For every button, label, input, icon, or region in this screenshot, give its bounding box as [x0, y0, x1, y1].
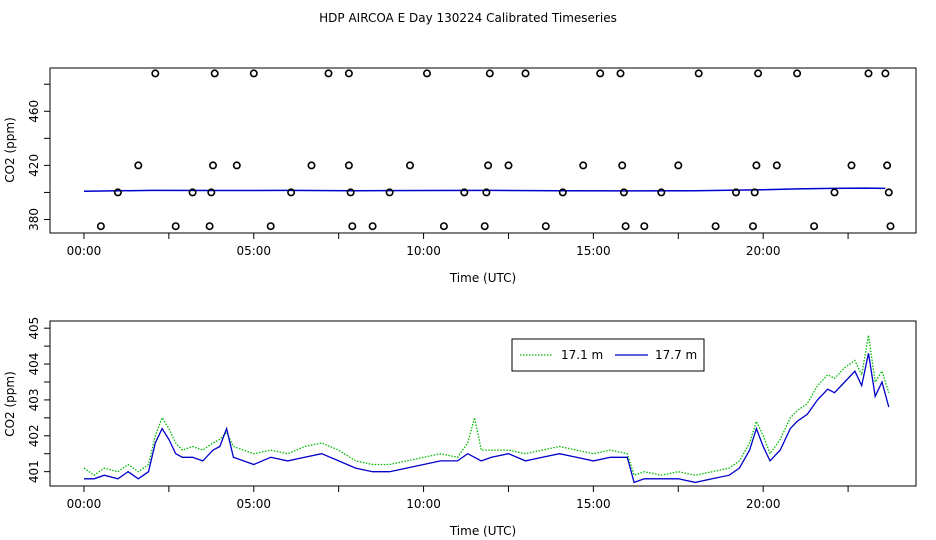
calibration-point	[750, 188, 759, 197]
calibration-point	[151, 69, 160, 78]
top-y-axis-label: CO2 (ppm)	[3, 117, 17, 183]
x-tick-label: 20:00	[746, 497, 781, 511]
calibration-point	[188, 188, 197, 197]
calibration-point	[210, 69, 219, 78]
calibration-point	[748, 222, 757, 231]
legend-label-17-7m: 17.7 m	[655, 348, 697, 362]
calibration-point	[618, 161, 627, 170]
y-tick-label: 460	[27, 100, 41, 123]
calibration-point	[134, 161, 143, 170]
calibration-point	[232, 161, 241, 170]
calibration-point	[368, 222, 377, 231]
bottom-x-axis-label: Time (UTC)	[449, 524, 516, 538]
calibration-point	[772, 161, 781, 170]
calibration-point	[884, 188, 893, 197]
calibration-point	[616, 69, 625, 78]
y-tick-label: 404	[27, 353, 41, 376]
calibration-point	[207, 188, 216, 197]
x-tick-label: 05:00	[236, 497, 271, 511]
calibration-point	[731, 188, 740, 197]
calibration-point	[711, 222, 720, 231]
calibration-point	[864, 69, 873, 78]
calibration-point	[344, 161, 353, 170]
chart-title: HDP AIRCOA E Day 130224 Calibrated Times…	[319, 11, 617, 25]
bottom-plot-frame	[49, 320, 917, 487]
calibration-point	[249, 69, 258, 78]
calibration-point	[793, 69, 802, 78]
top-x-axis-label: Time (UTC)	[449, 271, 516, 285]
calibration-point	[810, 222, 819, 231]
calibration-point	[460, 188, 469, 197]
calibration-point	[619, 188, 628, 197]
calibration-point	[674, 161, 683, 170]
calibration-point	[541, 222, 550, 231]
x-tick-label: 05:00	[236, 244, 271, 258]
legend-label-17-1m: 17.1 m	[561, 348, 603, 362]
x-tick-label: 10:00	[406, 244, 441, 258]
calibration-point	[171, 222, 180, 231]
calibration-point	[847, 161, 856, 170]
calibration-point	[886, 222, 895, 231]
y-tick-label: 380	[27, 208, 41, 231]
calibration-point	[344, 69, 353, 78]
calibration-point	[307, 161, 316, 170]
top-panel: 00:00 05:00 10:00 15:00 20:00 380 420 460 Time …	[3, 67, 917, 285]
calibration-point	[883, 161, 892, 170]
calibration-point	[485, 69, 494, 78]
calibration-point	[405, 161, 414, 170]
top-plot-frame	[49, 67, 917, 234]
series-line-17-1m	[83, 335, 890, 477]
top-axes: 00:00 05:00 10:00 15:00 20:00 380 420 460	[27, 83, 849, 258]
calibration-point	[504, 161, 513, 170]
y-tick-label: 403	[27, 388, 41, 411]
calibration-point	[439, 222, 448, 231]
calibration-point	[752, 161, 761, 170]
y-tick-label: 405	[27, 317, 41, 340]
calibration-point	[209, 161, 218, 170]
calibration-point	[324, 69, 333, 78]
x-tick-label: 00:00	[67, 244, 102, 258]
bottom-panel: 00:00 05:00 10:00 15:00 20:00 401 402 403 404 405…	[3, 317, 917, 538]
calibration-point	[657, 188, 666, 197]
calibration-point	[346, 188, 355, 197]
calibration-point	[881, 69, 890, 78]
x-tick-label: 00:00	[67, 497, 102, 511]
calibration-point	[287, 188, 296, 197]
x-tick-label: 15:00	[576, 497, 611, 511]
calibration-point	[480, 222, 489, 231]
bottom-axes: 00:00 05:00 10:00 15:00 20:00 401 402 403 404 405	[27, 317, 849, 511]
x-tick-label: 10:00	[406, 497, 441, 511]
calibration-point	[521, 69, 530, 78]
bottom-y-axis-label: CO2 (ppm)	[3, 371, 17, 437]
calibration-point	[348, 222, 357, 231]
calibration-point	[482, 188, 491, 197]
calibration-point	[266, 222, 275, 231]
calibration-point	[385, 188, 394, 197]
calibration-point	[830, 188, 839, 197]
calibration-point	[96, 222, 105, 231]
x-tick-label: 20:00	[746, 244, 781, 258]
calibration-point	[754, 69, 763, 78]
bottom-lines-layer	[83, 335, 890, 484]
calibration-point	[484, 161, 493, 170]
y-tick-label: 420	[27, 154, 41, 177]
calibration-point	[558, 188, 567, 197]
calibration-point	[596, 69, 605, 78]
legend: 17.1 m 17.7 m	[511, 338, 705, 372]
calibration-point	[640, 222, 649, 231]
calibration-point	[113, 188, 122, 197]
y-tick-label: 402	[27, 424, 41, 447]
calibration-point	[205, 222, 214, 231]
series-line-17-7m	[84, 353, 890, 484]
y-tick-label: 401	[27, 460, 41, 483]
top-points-layer	[96, 69, 895, 231]
calibration-point	[422, 69, 431, 78]
calibration-point	[694, 69, 703, 78]
calibration-point	[621, 222, 630, 231]
calibration-point	[579, 161, 588, 170]
x-tick-label: 15:00	[576, 244, 611, 258]
